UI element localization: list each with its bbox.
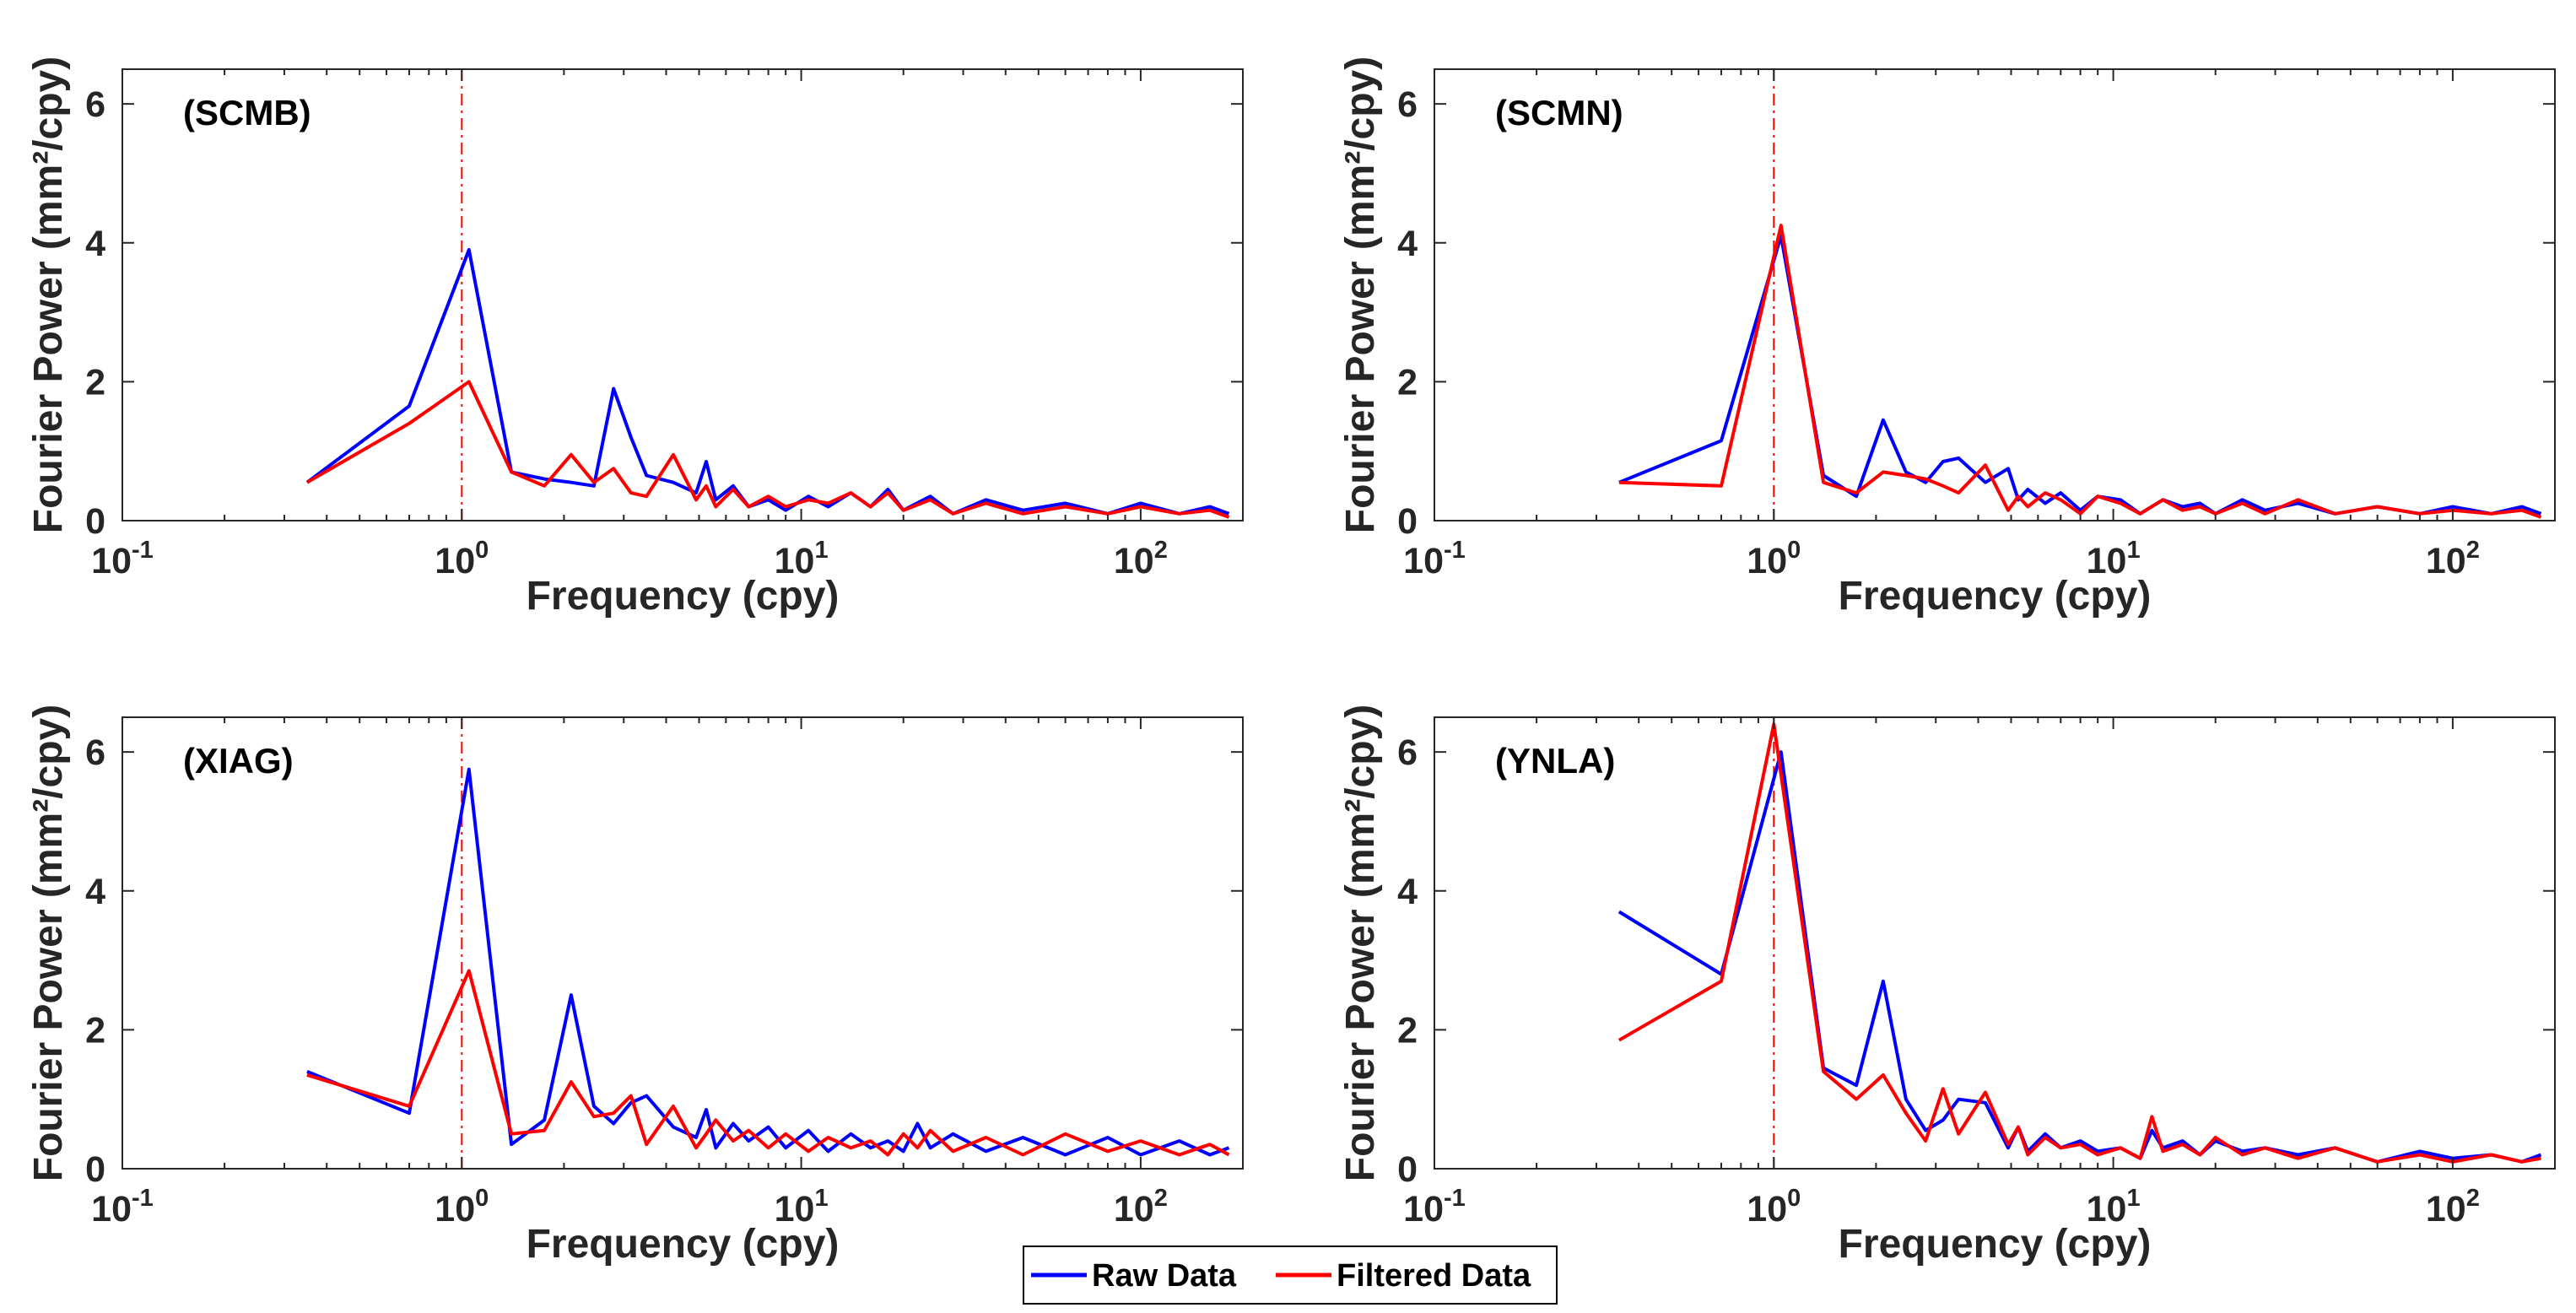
x-tick-label: 101 [775,537,829,581]
y-tick-label: 0 [1397,501,1418,542]
legend-label-filtered: Filtered Data [1337,1258,1531,1294]
x-axis-label: Frequency (cpy) [1839,574,2152,619]
x-tick-label: 102 [1114,1185,1168,1229]
x-tick-label: 10-1 [1403,537,1466,581]
series-filtered-data [305,380,1230,519]
series-filtered-data [306,969,1230,1157]
x-tick-label: 102 [1114,537,1168,581]
x-tick-label: 102 [2426,537,2480,581]
axes-frame [122,716,1244,1170]
panels: 10-1 100 101 102 0 2 4 6 Frequency (cpy) Fourier … [26,57,2556,1267]
y-tick-label: 2 [1397,1010,1418,1051]
y-tick-label: 4 [1397,872,1418,912]
series-raw-data [306,767,1230,1157]
x-axis-label: Frequency (cpy) [527,574,840,619]
x-tick-label: 100 [1747,537,1801,581]
legend: Raw Data Filtered Data [1023,1245,1558,1305]
panel-label: (XIAG) [183,741,294,781]
plot-area [122,69,1243,521]
x-axis-label: Frequency (cpy) [527,1222,840,1267]
y-axis-label: Fourier Power (mm²/cpy) [1338,57,1383,533]
x-tick-label: 10-1 [91,1185,154,1229]
x-tick-label: 10-1 [1403,1185,1466,1229]
series-raw-data [305,248,1230,516]
plot-area [1434,69,2555,521]
x-tick-label: 100 [435,537,489,581]
panel-label: (SCMN) [1495,93,1623,132]
x-axis-label: Frequency (cpy) [1839,1222,2152,1267]
panel-label: (SCMB) [183,93,311,132]
y-tick-label: 6 [85,84,105,125]
y-axis-label: Fourier Power (mm²/cpy) [1338,705,1383,1181]
axes-frame [122,68,1244,521]
y-axis-label: Fourier Power (mm²/cpy) [26,57,71,533]
y-tick-label: 4 [1397,224,1418,264]
y-tick-label: 2 [85,1010,105,1051]
plot-area [122,717,1243,1169]
panel-label: (YNLA) [1495,741,1615,781]
chart-panel-3: 10-1 100 101 102 0 2 4 6 Frequency (cpy) Fourier … [26,705,1244,1267]
y-tick-label: 4 [85,872,105,912]
y-tick-label: 0 [85,1149,105,1190]
y-tick-label: 4 [85,224,105,264]
y-axis-label: Fourier Power (mm²/cpy) [26,705,71,1181]
series-filtered-data [1617,722,2541,1164]
y-tick-label: 2 [1397,362,1418,403]
chart-panel-2: 10-1 100 101 102 0 2 4 6 Frequency (cpy) Fourier … [1338,57,2556,619]
chart-panel-1: 10-1 100 101 102 0 2 4 6 Frequency (cpy) Fourier … [26,57,1244,619]
y-tick-label: 2 [85,362,105,403]
x-tick-label: 100 [435,1185,489,1229]
series-filtered-data [1618,224,2542,519]
x-tick-label: 101 [775,1185,829,1229]
chart-panel-4: 10-1 100 101 102 0 2 4 6 Frequency (cpy) Fourier … [1338,705,2556,1267]
y-tick-label: 0 [85,501,105,542]
x-tick-label: 101 [2087,537,2141,581]
y-tick-label: 6 [85,732,105,773]
x-tick-label: 101 [2087,1185,2141,1229]
x-tick-label: 10-1 [91,537,154,581]
y-tick-label: 6 [1397,732,1418,773]
y-tick-label: 6 [1397,84,1418,125]
axes-frame [1434,68,2556,521]
x-tick-label: 100 [1747,1185,1801,1229]
x-tick-label: 102 [2426,1185,2480,1229]
y-tick-label: 0 [1397,1149,1418,1190]
plot-area [1434,717,2555,1169]
legend-label-raw: Raw Data [1092,1258,1237,1294]
axes-frame [1434,716,2556,1170]
